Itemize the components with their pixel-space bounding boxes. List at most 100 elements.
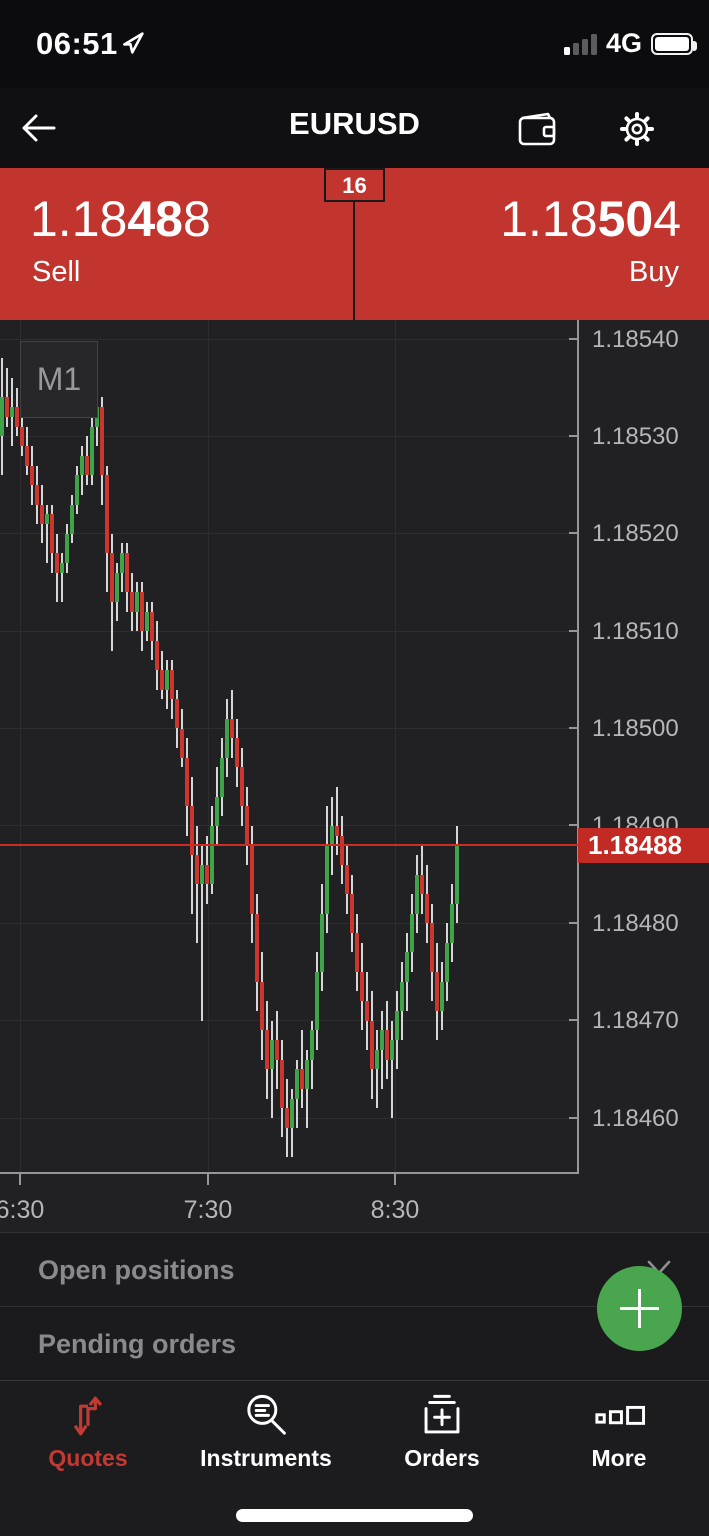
candle-body [215,796,219,826]
candle-body [395,1010,399,1041]
candle-body [405,952,409,982]
x-axis-label: 8:30 [370,1196,420,1224]
back-arrow-icon[interactable] [14,104,62,152]
y-axis-tick [569,532,578,534]
y-axis-tick [569,435,578,437]
candle-body [100,407,104,476]
candle-body [445,942,449,982]
y-axis-label: 1.18460 [592,1105,679,1132]
h-gridline [0,728,578,729]
order-tray-plus-icon [424,1394,460,1434]
candle-body [295,1069,299,1099]
candle-body [170,670,174,700]
candle-body [410,913,414,953]
candle-body [120,553,124,573]
y-axis-tick [569,824,578,826]
candle-body [145,611,149,632]
candle-body [230,718,234,739]
candle-body [420,874,424,895]
y-axis-label: 1.18530 [592,423,679,450]
header: EURUSD [0,88,709,168]
candle-wick [306,1049,308,1128]
y-axis-label: 1.18510 [592,618,679,645]
candlestick-chart[interactable] [0,320,578,1173]
candle-body [390,1040,394,1060]
candle-body [300,1069,304,1089]
candle-body [65,533,69,563]
candle-wick [271,1020,273,1118]
candle-body [280,1059,284,1109]
home-indicator[interactable] [236,1509,473,1522]
candle-body [225,718,229,758]
search-list-icon [247,1394,286,1435]
candle-body [450,903,454,943]
candle-body [270,1040,274,1070]
y-axis-tick [569,1019,578,1021]
candle-body [220,757,224,797]
open-positions-row[interactable]: Open positions [0,1232,709,1306]
new-order-fab-button[interactable] [597,1266,682,1351]
candle-body [385,1030,389,1060]
candle-body [340,835,344,865]
candle-body [125,553,129,593]
tab-orders[interactable]: Orders [362,1381,522,1501]
tab-instruments[interactable]: Instruments [186,1381,346,1501]
buy-label: Buy [629,256,679,288]
location-arrow-icon [123,32,144,54]
candle-body [160,670,164,690]
y-axis-line [577,320,579,1174]
sell-button[interactable]: 1.18488 Sell [0,168,354,320]
candle-body [180,728,184,758]
candle-body [155,640,159,671]
h-gridline [0,339,578,340]
y-axis-tick [569,727,578,729]
candle-body [165,670,169,690]
h-gridline [0,533,578,534]
open-positions-label: Open positions [38,1255,235,1285]
tab-more[interactable]: More [539,1381,699,1501]
candle-body [285,1108,289,1128]
signal-strength-icon [563,33,597,55]
candle-body [115,572,119,602]
candle-body [30,465,34,486]
candle-body [25,446,29,466]
candle-body [55,553,59,573]
sell-price: 1.18488 [30,191,211,247]
wallet-icon[interactable] [514,106,562,154]
candle-body [260,981,264,1031]
y-axis-label: 1.18480 [592,910,679,937]
v-gridline [395,320,396,1173]
candle-body [75,475,79,505]
current-price-line [0,844,578,846]
quotes-arrows-icon [73,1396,103,1436]
candle-body [185,757,189,807]
candle-body [335,825,339,836]
tab-more-label: More [591,1445,647,1471]
quote-panel: 1.18488 Sell 1.18504 Buy 16 [0,168,709,320]
x-axis-tick [19,1174,21,1185]
battery-icon [651,32,697,55]
candle-wick [336,786,338,856]
h-gridline [0,1020,578,1021]
gear-icon[interactable] [612,104,662,154]
candle-body [435,971,439,1011]
candle-body [415,874,419,914]
chart-section: 1.18540 1.18530 1.18520 1.18510 1.18500 1.184… [0,320,709,1232]
candle-body [190,806,194,856]
tab-quotes[interactable]: Quotes [8,1381,168,1501]
y-axis-tick [569,630,578,632]
buy-button[interactable]: 1.18504 Buy [355,168,709,320]
h-gridline [0,923,578,924]
tab-quotes-label: Quotes [48,1445,128,1471]
candle-body [45,514,49,524]
candle-body [360,971,364,1002]
tab-bar: Quotes Instruments [0,1380,709,1536]
candle-body [455,845,459,904]
x-axis-line [0,1172,579,1174]
candle-body [440,981,444,1011]
pending-orders-row[interactable]: Pending orders [0,1306,709,1380]
candle-body [325,845,329,914]
candle-body [110,553,114,602]
candle-body [0,397,4,437]
candle-body [10,407,14,417]
